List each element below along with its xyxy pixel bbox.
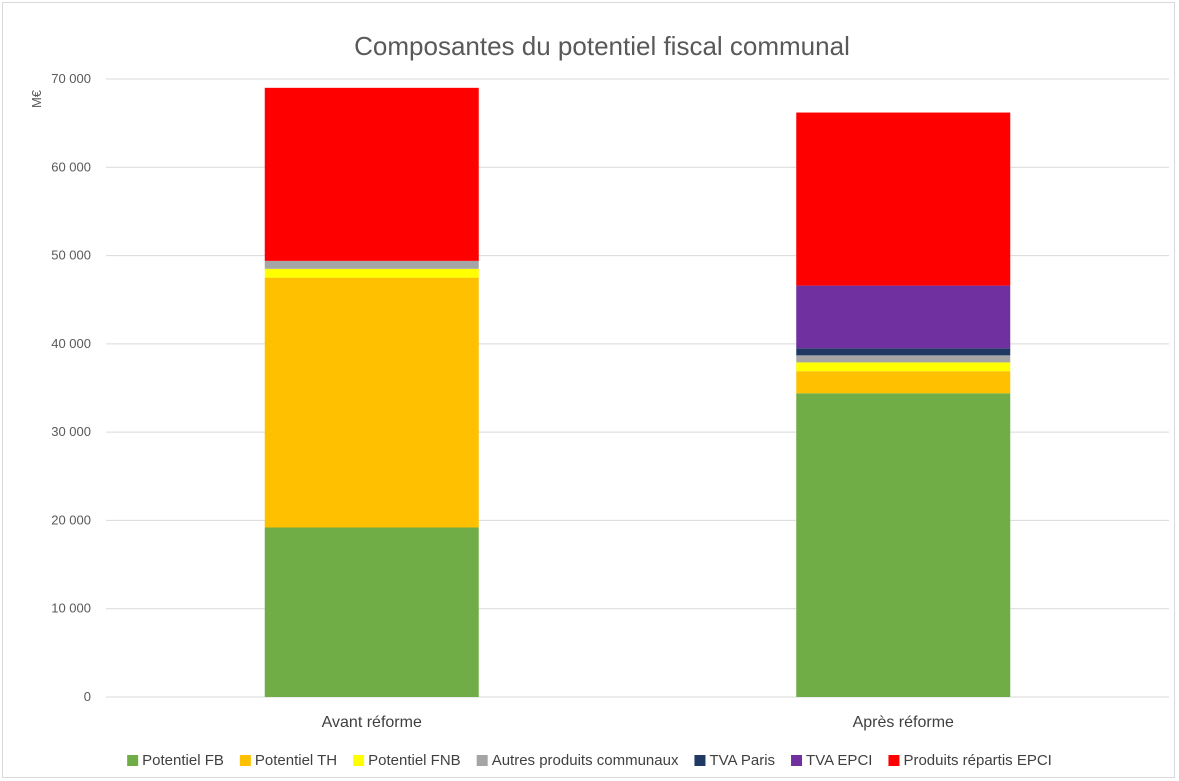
y-tick-label: 0 [84, 689, 91, 704]
legend-label: Autres produits communaux [492, 752, 679, 769]
y-tick-label: 60 000 [51, 159, 91, 174]
bar-segment [796, 393, 1011, 697]
y-tick-label: 10 000 [51, 601, 91, 616]
bar-segment [264, 268, 479, 278]
legend-swatch [888, 755, 900, 766]
y-axis-ticks: 0 10 000 20 000 30 000 40 000 50 000 60 000 70 … [51, 71, 91, 704]
bar-segment [796, 112, 1011, 286]
y-tick-label: 40 000 [51, 336, 91, 351]
legend-item: TVA Paris [694, 752, 775, 769]
legend-swatch [791, 755, 803, 766]
legend: Potentiel FB Potentiel TH Potentiel FNB Aut… [127, 752, 1052, 769]
legend-item: Autres produits communaux [476, 752, 679, 769]
bar-segment [796, 371, 1011, 394]
legend-swatch [476, 755, 488, 766]
y-tick-label: 30 000 [51, 424, 91, 439]
legend-swatch [694, 755, 706, 766]
legend-label: Potentiel TH [255, 752, 337, 769]
bar-segment [796, 355, 1011, 363]
bar-segment [264, 277, 479, 528]
y-tick-label: 50 000 [51, 248, 91, 263]
y-tick-label: 20 000 [51, 512, 91, 527]
bar-segment [796, 285, 1011, 349]
legend-label: TVA Paris [709, 752, 775, 769]
y-tick-label: 70 000 [51, 71, 91, 86]
bar-segment [264, 260, 479, 269]
x-category-label: Après réforme [853, 714, 954, 731]
x-axis-categories: Avant réforme Après réforme [322, 714, 954, 731]
legend-item: Produits répartis EPCI [888, 752, 1052, 769]
y-axis-label: M€ [29, 89, 44, 108]
legend-swatch [353, 755, 365, 766]
legend-label: Produits répartis EPCI [903, 752, 1051, 769]
legend-label: TVA EPCI [806, 752, 872, 769]
legend-item: TVA EPCI [791, 752, 872, 769]
legend-label: Potentiel FNB [368, 752, 461, 769]
legend-item: Potentiel TH [239, 752, 337, 769]
bar-segment [264, 87, 479, 261]
legend-swatch [127, 755, 139, 766]
bar-segment [796, 348, 1011, 356]
legend-swatch [239, 755, 251, 766]
bar-segment [264, 527, 479, 697]
bars [264, 87, 1011, 697]
legend-item: Potentiel FNB [353, 752, 461, 769]
chart-title: Composantes du potentiel fiscal communal [354, 31, 850, 61]
legend-item: Potentiel FB [127, 752, 224, 769]
legend-label: Potentiel FB [142, 752, 224, 769]
bar-segment [796, 362, 1011, 372]
stacked-bar-chart: Composantes du potentiel fiscal communal… [29, 31, 1169, 769]
x-category-label: Avant réforme [322, 714, 422, 731]
